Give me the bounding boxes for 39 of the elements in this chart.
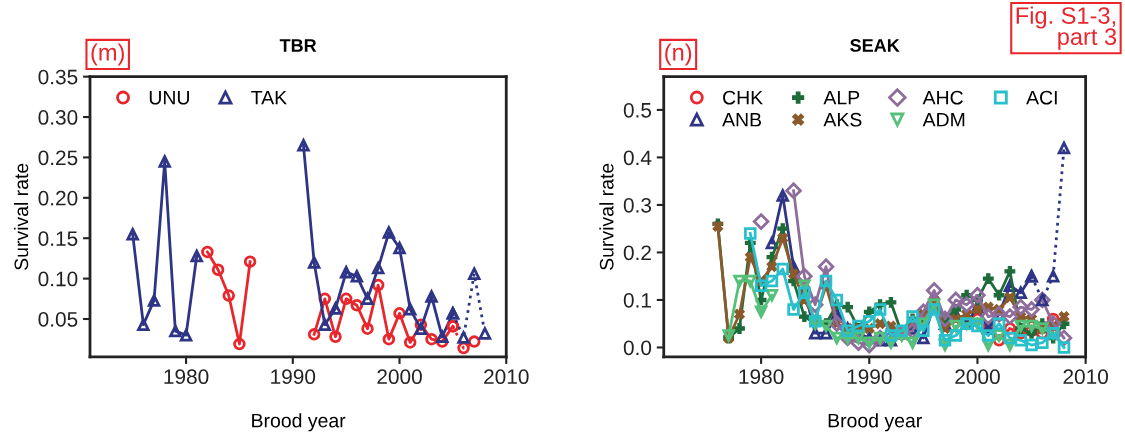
y-tick-label: 0.25	[38, 150, 78, 166]
y-axis-title: Survival rate	[599, 163, 614, 270]
legend-label: ACI	[1026, 90, 1057, 105]
y-tick-label: 0.4	[623, 150, 652, 166]
text: (m)	[91, 43, 124, 66]
y-tick-label: 0.10	[38, 271, 78, 287]
y-axis-title: Survival rate	[13, 163, 29, 270]
chart-title: TBR	[279, 39, 317, 52]
caption: Fig. S1-3, part 3	[1016, 6, 1117, 50]
legend-label: CHK	[723, 90, 763, 105]
y-tick-label: 0.35	[38, 69, 78, 85]
y-tick-label: 0.30	[38, 110, 78, 125]
legend-label: AHC	[922, 90, 963, 105]
text: (n)	[665, 43, 692, 66]
x-tick-label: 1990	[847, 369, 892, 385]
chart-title: SEAK	[850, 39, 900, 52]
x-tick-label: 2010	[484, 369, 529, 385]
legend-label: TAK	[251, 90, 287, 105]
y-tick-label: 0.1	[623, 292, 651, 308]
x-tick-label: 2000	[377, 369, 422, 385]
x-tick-label: 1980	[164, 369, 209, 385]
y-tick-label: 0.5	[623, 102, 652, 118]
y-tick-label: 0.2	[623, 245, 651, 261]
x-tick-label: 2000	[955, 369, 1000, 385]
legend-label: AKS	[823, 112, 862, 127]
y-tick-label: 0.15	[38, 231, 78, 246]
x-axis-title: Brood year	[252, 413, 346, 432]
x-tick-label: 2010	[1063, 369, 1108, 385]
x-tick-label: 1990	[271, 369, 316, 385]
y-tick-label: 0.3	[623, 197, 652, 213]
y-tick-label: 0.0	[623, 340, 652, 356]
legend-label: ALP	[823, 90, 860, 105]
x-axis-title: Brood year	[828, 413, 922, 432]
y-tick-label: 0.20	[38, 190, 78, 206]
legend-label: UNU	[149, 90, 189, 105]
legend-label: ADM	[922, 112, 965, 127]
legend-label: ANB	[722, 112, 762, 127]
y-tick-label: 0.05	[38, 312, 78, 327]
x-tick-label: 1980	[739, 369, 784, 385]
